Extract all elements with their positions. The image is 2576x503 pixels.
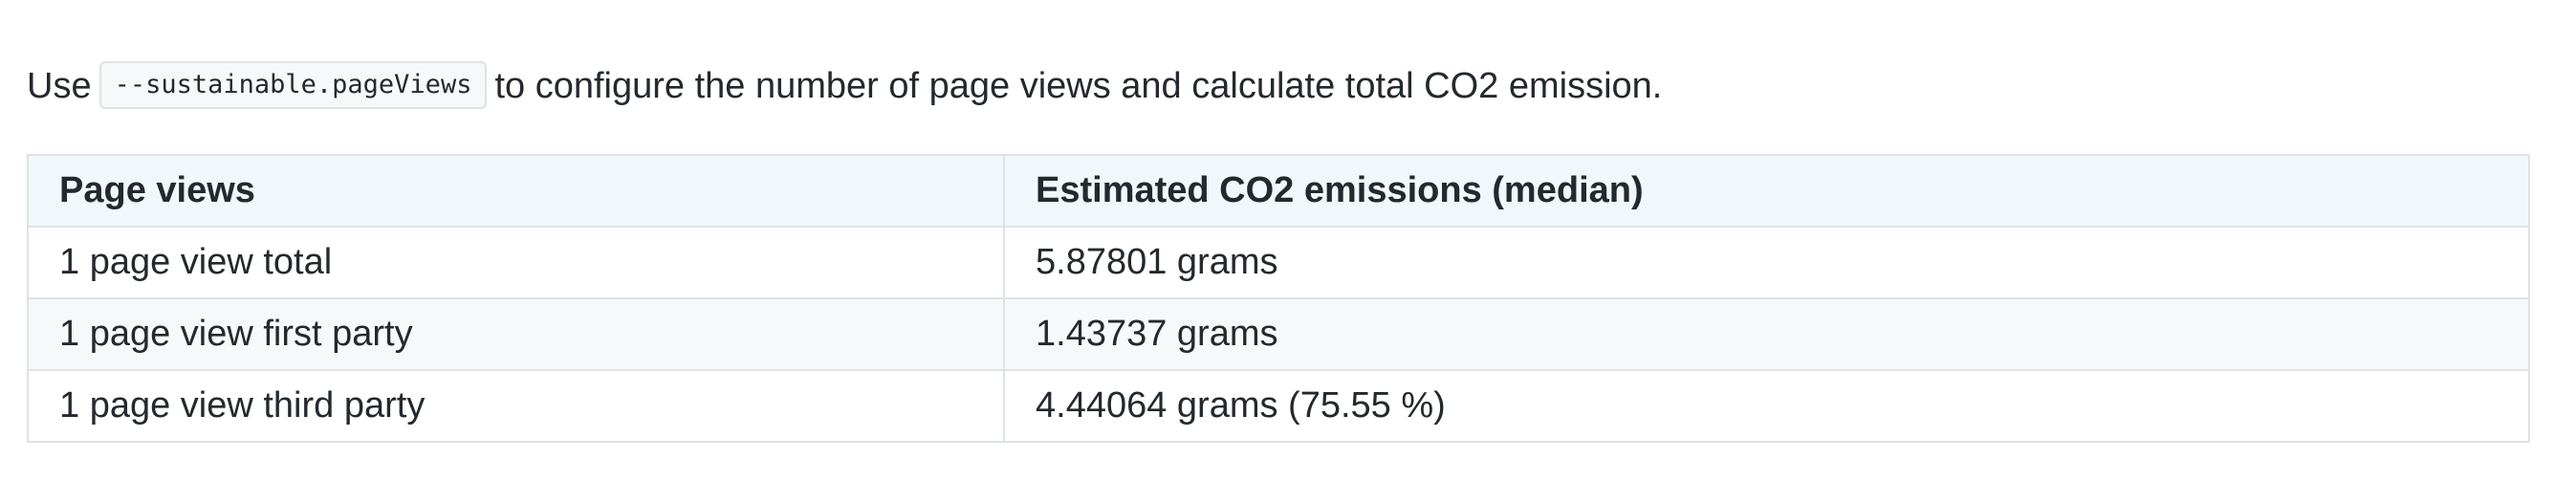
co2-emissions-table: Page views Estimated CO2 emissions (medi… — [27, 154, 2530, 443]
table-row: 1 page view total 5.87801 grams — [27, 226, 2530, 299]
cell-page-views: 1 page view total — [27, 226, 1005, 299]
intro-paragraph: Use --sustainable.pageViews to configure t… — [27, 57, 1662, 115]
page-views-option-code: --sustainable.pageViews — [98, 60, 488, 109]
cell-co2-emissions: 4.44064 grams (75.55 %) — [1003, 369, 2530, 443]
table-header: Page views Estimated CO2 emissions (medi… — [27, 154, 2530, 228]
table-row: 1 page view third party 4.44064 grams (7… — [27, 369, 2530, 443]
intro-text-before: Use — [27, 66, 92, 106]
table-body: 1 page view total 5.87801 grams 1 page v… — [27, 226, 2530, 443]
header-row: Page views Estimated CO2 emissions (medi… — [27, 154, 2530, 228]
header-estimated-co2: Estimated CO2 emissions (median) — [1003, 154, 2530, 228]
cell-co2-emissions: 5.87801 grams — [1003, 226, 2530, 299]
header-page-views: Page views — [27, 154, 1005, 228]
cell-page-views: 1 page view third party — [27, 369, 1005, 443]
cell-page-views: 1 page view first party — [27, 297, 1005, 371]
table-row: 1 page view first party 1.43737 grams — [27, 297, 2530, 371]
cell-co2-emissions: 1.43737 grams — [1003, 297, 2530, 371]
intro-text-after: to configure the number of page views an… — [494, 66, 1663, 106]
